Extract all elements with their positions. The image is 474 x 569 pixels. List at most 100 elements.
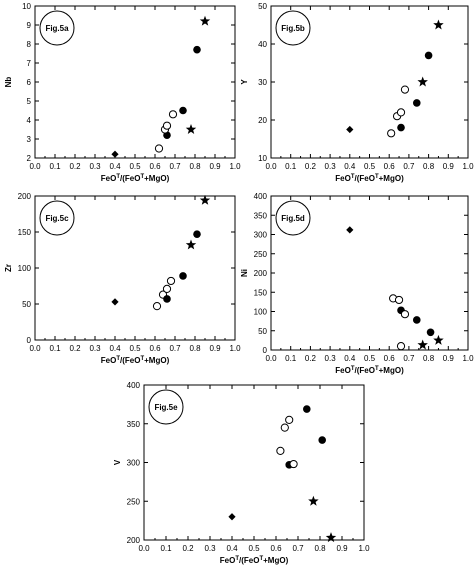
x-axis-label: FeOT/(FeOT+MgO): [335, 366, 404, 375]
x-tick-label: 0.4: [344, 162, 356, 171]
x-tick-label: 0.3: [89, 162, 101, 171]
x-axis-label: FeOT/(FeOT+MgO): [101, 174, 170, 183]
x-tick-label: 0.0: [265, 354, 277, 363]
chart-panel-c: 0.0 0.1 0.2 0.3 0.4 0.5 0.6 0.7 0.8 0.9 1.0 0 50 100 1…: [4, 192, 241, 365]
chart-panel-a: 0.0 0.1 0.2 0.3 0.4 0.5 0.6 0.7 0.8 0.9 1.0 2 3 4 5 6 7 8…: [4, 2, 241, 183]
x-axis-label-part: +MgO): [379, 366, 404, 375]
x-tick-label: 0.1: [160, 544, 172, 553]
x-tick-label: 0.5: [129, 344, 141, 353]
x-tick-label: 0.7: [403, 162, 415, 171]
data-point-filled-circle: [426, 328, 435, 337]
y-tick-label: 20: [258, 116, 267, 125]
data-point-open-circle: [276, 446, 285, 455]
y-axis-label: Ni: [240, 269, 249, 277]
data-point-diamond: [111, 150, 119, 158]
figure-tag-circle: [275, 10, 311, 46]
x-tick-label: 0.1: [49, 344, 61, 353]
x-tick-label: 1.0: [462, 354, 474, 363]
y-tick-label: 8: [27, 40, 32, 49]
x-tick-label: 0.1: [285, 162, 297, 171]
x-tick-label: 1.0: [229, 162, 241, 171]
figure-tag-circle: [39, 10, 75, 46]
y-tick-label: 0: [27, 336, 32, 345]
x-tick-label: 0.7: [169, 162, 181, 171]
y-tick-label: 4: [27, 116, 32, 125]
data-point-open-circle: [285, 415, 294, 424]
x-axis-label: FeOT/(FeOT+MgO): [220, 556, 289, 565]
x-tick-label: 0.7: [169, 344, 181, 353]
x-tick-label: 0.9: [209, 344, 221, 353]
figure-tag: Fig.5a: [45, 24, 69, 33]
x-tick-label: 0.2: [305, 162, 317, 171]
data-point-open-circle: [152, 302, 162, 311]
y-tick-label: 200: [127, 536, 141, 545]
y-tick-label: 250: [254, 250, 268, 259]
y-tick-label: 350: [254, 211, 268, 220]
x-axis-label-part: T: [235, 556, 239, 562]
x-tick-label: 0.8: [314, 544, 326, 553]
y-tick-label: 9: [27, 21, 32, 30]
x-axis-label-part: +MgO): [144, 356, 169, 365]
figure-tag: Fig.5b: [281, 24, 305, 33]
figure-tag: Fig.5d: [281, 214, 305, 223]
data-point-filled-circle: [193, 230, 201, 238]
x-axis-label-part: FeO: [335, 366, 351, 375]
x-tick-label: 0.5: [364, 162, 376, 171]
x-tick-label: 0.4: [109, 162, 121, 171]
x-tick-label: 0.6: [149, 344, 161, 353]
chart-panel-e: 0.0 0.1 0.2 0.3 0.4 0.5 0.6 0.7 0.8 0.9 1.0 200 250 3…: [113, 381, 370, 565]
data-point-filled-circle: [412, 316, 421, 324]
data-point-filled-circle: [424, 51, 433, 60]
x-tick-label: 0.3: [325, 354, 337, 363]
y-tick-label: 100: [254, 308, 268, 317]
x-tick-label: 0.9: [209, 162, 221, 171]
data-point-star: [185, 239, 197, 250]
data-point-filled-circle: [303, 405, 311, 413]
x-tick-label: 0.8: [423, 354, 435, 363]
x-axis-label: FeOT/(FeOT+MgO): [335, 174, 404, 183]
x-tick-label: 0.5: [248, 544, 260, 553]
x-axis-label: FeOT/(FeOT+MgO): [101, 356, 170, 365]
data-point-filled-circle: [179, 106, 187, 115]
x-tick-label: 0.0: [29, 344, 41, 353]
y-tick-label: 50: [22, 300, 31, 309]
y-tick-label: 40: [258, 40, 267, 49]
data-point-open-circle: [394, 295, 404, 305]
x-tick-label: 0.2: [182, 544, 194, 553]
data-point-open-circle: [280, 423, 289, 432]
x-tick-label: 0.4: [344, 354, 356, 363]
x-tick-label: 0.3: [325, 162, 337, 171]
figure-tag: Fig.5c: [45, 214, 69, 223]
x-axis-label-part: T: [375, 366, 379, 372]
x-tick-label: 0.3: [89, 344, 101, 353]
y-tick-label: 6: [27, 78, 32, 87]
x-axis-label-part: FeO: [101, 356, 117, 365]
data-point-open-circle: [162, 284, 172, 293]
y-tick-label: 400: [254, 192, 268, 201]
x-axis-label-part: FeO: [101, 174, 117, 183]
y-tick-label: 10: [258, 154, 267, 163]
data-point-diamond: [111, 298, 119, 306]
x-tick-label: 0.0: [265, 162, 277, 171]
x-tick-label: 0.7: [403, 354, 415, 363]
x-axis-label-part: T: [116, 174, 120, 180]
y-tick-label: 300: [127, 459, 141, 468]
y-tick-label: 10: [22, 2, 31, 11]
data-point-diamond: [346, 125, 354, 134]
x-tick-label: 0.8: [189, 344, 201, 353]
y-tick-label: 100: [18, 264, 32, 273]
x-axis-label-part: FeO: [335, 174, 351, 183]
data-point-filled-circle: [163, 295, 171, 303]
x-tick-label: 0.9: [443, 354, 455, 363]
data-point-diamond: [228, 513, 236, 521]
y-tick-label: 350: [127, 420, 141, 429]
y-tick-label: 250: [127, 497, 141, 506]
figure-tag-circle: [148, 389, 184, 425]
data-point-open-circle: [154, 144, 164, 153]
y-tick-label: 150: [18, 228, 32, 237]
data-point-star: [433, 334, 444, 345]
x-axis-label-part: /(FeO: [120, 174, 140, 183]
data-point-open-circle: [400, 310, 410, 319]
y-tick-label: 400: [127, 381, 141, 390]
data-point-filled-circle: [193, 45, 201, 54]
